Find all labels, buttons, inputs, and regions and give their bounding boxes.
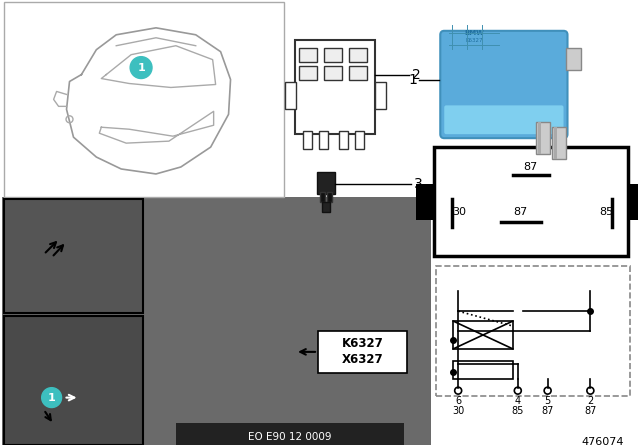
Bar	[322, 202, 330, 212]
Bar	[4, 316, 143, 445]
Bar	[538, 122, 541, 154]
Text: 87: 87	[584, 405, 596, 416]
Bar	[4, 2, 284, 197]
Text: 85: 85	[511, 405, 524, 416]
Text: 4: 4	[515, 396, 521, 405]
Text: 476074: 476074	[582, 437, 624, 448]
Bar	[552, 127, 566, 159]
Bar	[324, 47, 342, 62]
Bar	[303, 131, 312, 149]
Bar	[327, 192, 332, 202]
Bar	[436, 267, 630, 396]
Bar	[339, 131, 348, 149]
Bar	[435, 147, 628, 256]
Text: BMW: BMW	[464, 30, 484, 36]
Bar	[554, 127, 557, 159]
Text: X6327: X6327	[342, 353, 383, 366]
Text: 30: 30	[452, 207, 466, 217]
Bar	[349, 47, 367, 62]
Text: 6: 6	[455, 396, 461, 405]
Bar	[319, 131, 328, 149]
Text: 30: 30	[452, 405, 464, 416]
Text: K6327: K6327	[465, 38, 483, 43]
Bar	[285, 82, 296, 109]
Text: 2: 2	[588, 396, 593, 405]
Bar	[628, 184, 640, 220]
Circle shape	[42, 388, 61, 408]
Bar	[374, 82, 386, 109]
Text: 85: 85	[599, 207, 613, 217]
Text: 2: 2	[412, 68, 421, 82]
Bar	[324, 65, 342, 79]
Bar	[4, 199, 143, 313]
Text: EO E90 12 0009: EO E90 12 0009	[248, 432, 332, 442]
FancyBboxPatch shape	[444, 105, 564, 134]
FancyBboxPatch shape	[440, 31, 568, 138]
Bar	[318, 331, 408, 373]
Bar	[453, 361, 513, 379]
Bar	[536, 122, 550, 154]
Bar	[453, 321, 513, 349]
Text: 1: 1	[137, 63, 145, 73]
Text: 1: 1	[48, 392, 56, 403]
Bar	[566, 47, 581, 69]
Bar	[349, 65, 367, 79]
Text: K6327: K6327	[342, 337, 383, 350]
Text: 3: 3	[415, 177, 423, 191]
Text: 87: 87	[524, 162, 538, 172]
Text: 5: 5	[545, 396, 551, 405]
Bar	[417, 184, 435, 220]
Circle shape	[130, 56, 152, 78]
Polygon shape	[67, 28, 230, 174]
Bar	[299, 65, 317, 79]
Text: 1: 1	[408, 73, 417, 86]
Bar	[355, 131, 364, 149]
Bar	[320, 192, 325, 202]
Text: 87: 87	[541, 405, 554, 416]
Bar	[317, 172, 335, 194]
Bar	[299, 47, 317, 62]
Bar	[176, 423, 404, 445]
Bar	[295, 40, 374, 134]
Bar	[2, 197, 431, 445]
Text: 87: 87	[514, 207, 528, 217]
